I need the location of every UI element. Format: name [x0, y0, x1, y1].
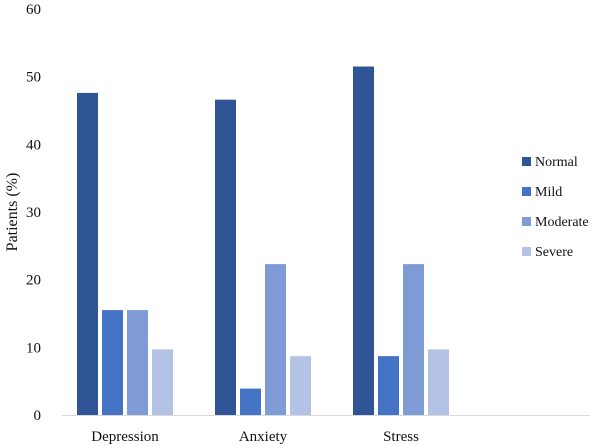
bar-normal-stress [353, 66, 374, 416]
legend-swatch-normal [522, 157, 531, 166]
bar-mild-stress [378, 356, 399, 415]
legend-label-normal: Normal [535, 155, 578, 170]
y-axis-title: Patients (%) [4, 173, 21, 252]
bars [77, 66, 449, 416]
bar-moderate-anxiety [265, 264, 286, 415]
bar-severe-anxiety [290, 356, 311, 415]
bar-normal-depression [77, 92, 98, 415]
y-tick-label: 40 [26, 137, 41, 153]
legend-label-mild: Mild [535, 185, 562, 200]
y-tick-label: 10 [26, 340, 41, 356]
legend-label-severe: Severe [535, 245, 573, 260]
y-tick-label: 0 [34, 408, 42, 424]
x-category-label: Depression [91, 429, 159, 445]
bar-severe-stress [428, 349, 449, 415]
legend-label-moderate: Moderate [535, 215, 589, 230]
bar-normal-anxiety [215, 99, 236, 415]
y-tick-label: 50 [26, 70, 41, 86]
y-tick-label: 20 [26, 273, 41, 289]
bar-severe-depression [152, 349, 173, 415]
x-category-label: Stress [383, 429, 419, 445]
bar-mild-anxiety [240, 388, 261, 415]
x-category-label: Anxiety [239, 429, 288, 445]
y-tick-label: 60 [26, 2, 41, 18]
bar-moderate-stress [403, 264, 424, 415]
category-labels: Depression Anxiety Stress [91, 429, 419, 445]
legend-swatch-moderate [522, 217, 531, 226]
bar-mild-depression [102, 310, 123, 415]
bar-moderate-depression [127, 310, 148, 415]
y-axis-ticks: 0 10 20 30 40 50 60 [26, 2, 41, 424]
legend-swatch-mild [522, 187, 531, 196]
y-tick-label: 30 [26, 205, 41, 221]
legend-swatch-severe [522, 247, 531, 256]
legend: Normal Mild Moderate Severe [522, 155, 589, 260]
